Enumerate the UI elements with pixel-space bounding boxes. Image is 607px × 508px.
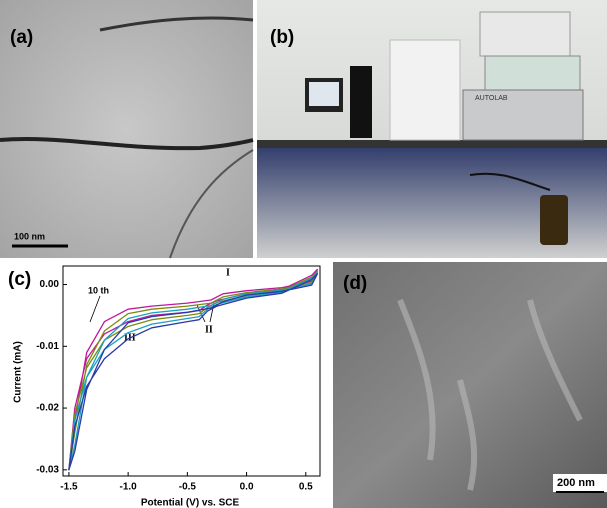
instrument — [480, 12, 570, 56]
y-tick-label: 0.00 — [40, 279, 60, 290]
x-tick-label: -1.5 — [60, 482, 78, 493]
scale-bar-label: 100 nm — [14, 231, 45, 241]
y-tick-label: -0.01 — [36, 341, 59, 352]
device-label: AUTOLAB — [475, 95, 508, 102]
x-tick-label: 0.5 — [299, 482, 313, 493]
annotation: II — [205, 324, 213, 335]
arrow — [90, 296, 100, 322]
bench — [257, 140, 607, 148]
stand — [390, 40, 460, 140]
x-tick-label: -1.0 — [120, 482, 138, 493]
panel-label: (d) — [343, 273, 367, 294]
screen — [309, 82, 339, 106]
panel-b: AUTOLAB (b) — [257, 0, 607, 258]
cell — [540, 195, 568, 245]
scale-bar-label: 200 nm — [557, 477, 595, 489]
panel-label: (a) — [10, 27, 33, 48]
cv-curve — [69, 271, 318, 470]
panel-a: (a) 100 nm — [0, 0, 253, 258]
annotation: 10 th — [88, 285, 109, 295]
cv-curve — [69, 269, 318, 470]
panel-c: (c) Current (mA) Potential (V) vs. SCE 1… — [8, 266, 320, 508]
figure: (a) 100 nm AUTOLAB (b) (d) 200 nm (c) Cu… — [0, 0, 607, 508]
panel-label: (b) — [270, 27, 294, 48]
panel-d: (d) 200 nm — [333, 262, 607, 508]
x-tick-label: 0.0 — [240, 482, 254, 493]
instrument — [485, 56, 580, 90]
y-axis-label: Current (mA) — [13, 341, 24, 403]
plot-frame — [63, 266, 320, 476]
panel-label: (c) — [8, 269, 31, 290]
y-tick-label: -0.03 — [36, 464, 59, 475]
page: (a) 100 nm AUTOLAB (b) (d) 200 nm (c) Cu… — [0, 0, 607, 508]
annotation: I — [226, 267, 230, 278]
pc — [350, 66, 372, 138]
x-axis-label: Potential (V) vs. SCE — [141, 498, 240, 508]
tem-image — [0, 0, 253, 258]
y-tick-label: -0.02 — [36, 403, 59, 414]
x-tick-label: -0.5 — [179, 482, 197, 493]
